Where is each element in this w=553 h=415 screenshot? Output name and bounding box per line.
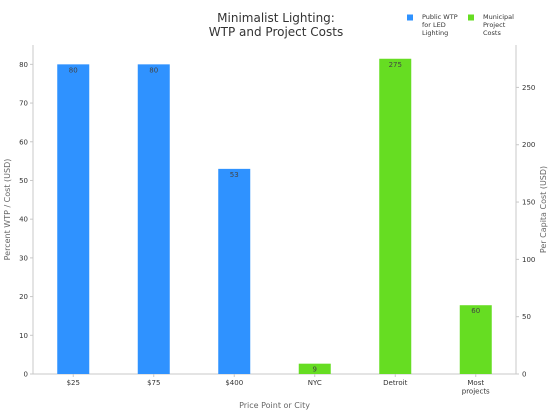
legend-label-line: Costs xyxy=(483,29,501,37)
right-tick-label: 100 xyxy=(522,256,535,264)
left-tick-label: 20 xyxy=(19,293,28,301)
legend-item: Municipal Project Costs xyxy=(468,13,514,37)
axes: 0 10 20 30 40 50 60 70 80 0 50 100 150 200 250 $25 $75 $4… xyxy=(3,45,548,410)
right-tick-label: 200 xyxy=(522,141,535,149)
bar xyxy=(379,58,412,374)
legend-label-line: Lighting xyxy=(422,29,448,37)
bar xyxy=(218,168,251,374)
x-tick-label: NYC xyxy=(308,379,322,387)
right-tick-label: 250 xyxy=(522,84,535,92)
y-axis-title-right: Per Capita Cost (USD) xyxy=(539,166,548,253)
chart-title-line: WTP and Project Costs xyxy=(209,25,343,39)
left-tick-label: 60 xyxy=(19,138,28,146)
x-tick-label-line: $25 xyxy=(67,379,80,387)
bar-value-label: 60 xyxy=(471,307,480,315)
right-tick-label: 150 xyxy=(522,199,535,207)
bar-value-label: 9 xyxy=(313,366,317,374)
legend-item: Public WTP for LED Lighting xyxy=(407,13,458,37)
chart-title-line: Minimalist Lighting: xyxy=(217,11,335,25)
x-tick-label: $400 xyxy=(225,379,243,387)
x-tick-label-line: $400 xyxy=(225,379,243,387)
x-tick-label-line: Most xyxy=(467,379,484,387)
right-tick-label: 0 xyxy=(522,371,526,379)
x-axis-title: Price Point or City xyxy=(239,401,310,410)
bars xyxy=(57,58,492,375)
left-tick-label: 80 xyxy=(19,61,28,69)
x-tick-label: $25 xyxy=(67,379,80,387)
bar-value-label: 80 xyxy=(149,66,158,74)
chart-title: Minimalist Lighting:WTP and Project Cost… xyxy=(209,11,343,39)
x-tick-label-line: projects xyxy=(462,388,490,396)
right-tick-label: 50 xyxy=(522,313,531,321)
left-tick-label: 50 xyxy=(19,177,28,185)
left-tick-label: 30 xyxy=(19,254,28,262)
legend-label-line: Municipal xyxy=(483,13,514,21)
bar-value-label: 80 xyxy=(69,66,78,74)
x-tick-label-line: Detroit xyxy=(383,379,407,387)
legend-swatch xyxy=(407,14,413,21)
bar xyxy=(57,64,90,375)
legend-label-line: Public WTP xyxy=(422,13,458,21)
data-labels: 80 80 53 9 275 60 xyxy=(69,61,480,374)
bar xyxy=(459,305,492,374)
x-tick-label: $75 xyxy=(147,379,160,387)
bar-value-label: 53 xyxy=(230,171,239,179)
legend-label-line: Project xyxy=(483,21,506,29)
legend-swatch xyxy=(468,14,474,21)
bar-value-label: 275 xyxy=(389,61,402,69)
bar xyxy=(298,363,331,374)
x-tick-label: Detroit xyxy=(383,379,407,387)
x-tick-label-line: $75 xyxy=(147,379,160,387)
y-axis-title-left: Percent WTP / Cost (USD) xyxy=(3,159,12,261)
legend-label: Public WTP for LED Lighting xyxy=(422,13,458,37)
legend-label: Municipal Project Costs xyxy=(483,13,514,37)
bar xyxy=(137,64,170,375)
left-tick-label: 0 xyxy=(24,371,28,379)
left-tick-label: 40 xyxy=(19,216,28,224)
left-tick-label: 70 xyxy=(19,100,28,108)
legend: Public WTP for LED Lighting Municipal Projec… xyxy=(407,13,514,37)
x-tick-label: Most projects xyxy=(462,379,490,396)
x-tick-label-line: NYC xyxy=(308,379,322,387)
legend-label-line: for LED xyxy=(422,21,446,29)
left-tick-label: 10 xyxy=(19,332,28,340)
